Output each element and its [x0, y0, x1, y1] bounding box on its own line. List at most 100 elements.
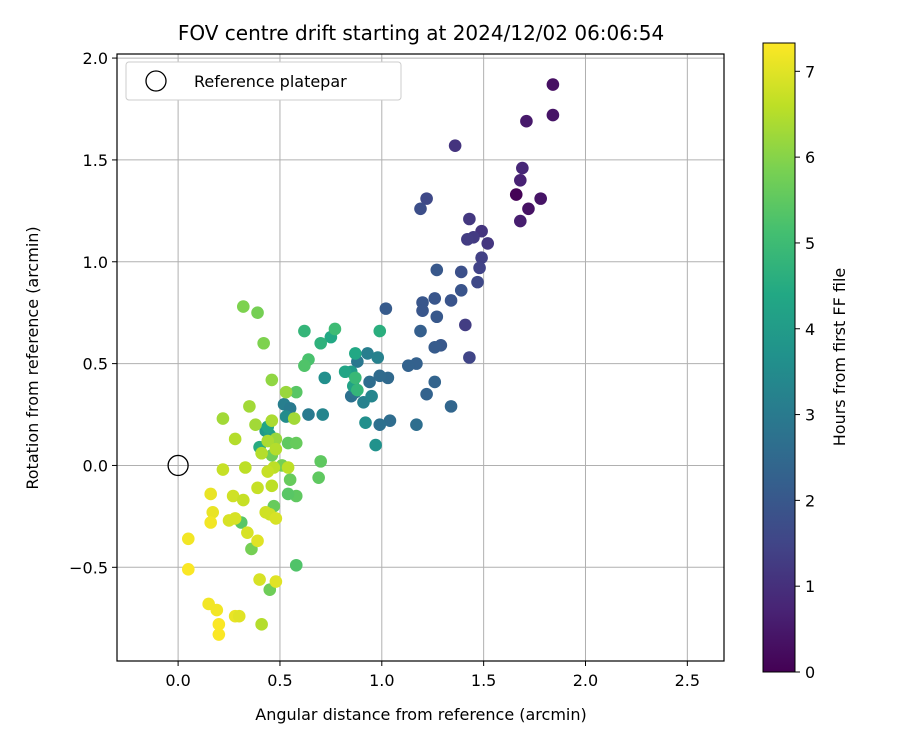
legend-reference-marker — [145, 70, 167, 92]
data-point — [236, 493, 250, 507]
data-point — [414, 324, 427, 338]
data-point — [349, 347, 362, 360]
y-axis-label: Rotation from reference (arcmin) — [23, 226, 42, 489]
data-point — [181, 532, 195, 546]
data-point — [365, 389, 378, 403]
x-tick-label: 1.0 — [369, 671, 394, 690]
data-point — [279, 385, 293, 399]
y-tick-label: 0.0 — [83, 456, 108, 475]
y-tick-label: 1.5 — [83, 151, 108, 170]
colorbar-ticks: 0 1 2 3 4 5 6 7 — [795, 62, 815, 682]
data-point — [349, 371, 362, 385]
y-tick-label: 2.0 — [83, 49, 108, 68]
data-point — [428, 341, 442, 354]
plot-area — [117, 54, 724, 661]
data-point — [369, 438, 382, 452]
data-point — [416, 304, 429, 317]
data-point — [302, 408, 315, 421]
data-point — [251, 306, 264, 319]
colorbar-tick-label: 6 — [805, 148, 815, 167]
data-point — [210, 603, 224, 617]
data-point — [373, 369, 387, 383]
data-point — [444, 294, 458, 307]
data-point — [249, 418, 262, 432]
data-point — [514, 214, 527, 228]
data-point — [289, 436, 303, 450]
data-point — [420, 192, 433, 205]
colorbar-tick-label: 2 — [805, 491, 815, 510]
data-point — [216, 412, 230, 425]
data-point — [261, 465, 275, 478]
data-point — [287, 412, 301, 425]
data-point — [251, 481, 264, 495]
data-point — [236, 300, 250, 313]
data-point — [228, 432, 242, 446]
data-point — [371, 351, 385, 364]
data-point — [328, 322, 342, 336]
chart-title: FOV centre drift starting at 2024/12/02 … — [178, 21, 664, 45]
data-points — [181, 78, 560, 641]
data-point — [314, 336, 327, 350]
data-point — [514, 173, 527, 187]
data-point — [373, 418, 387, 432]
data-point — [265, 373, 279, 387]
data-point — [534, 192, 547, 205]
data-point — [361, 347, 374, 360]
data-point — [410, 418, 423, 432]
data-point — [181, 563, 195, 576]
data-point — [373, 324, 387, 338]
data-point — [257, 336, 270, 350]
data-point — [351, 383, 364, 397]
data-point — [269, 575, 283, 588]
colorbar-label: Hours from first FF file — [830, 268, 849, 447]
data-point — [461, 233, 474, 246]
data-point — [289, 385, 303, 399]
data-point — [454, 265, 468, 279]
data-point — [520, 114, 533, 128]
y-tick-label: 1.0 — [83, 253, 108, 272]
data-point — [428, 375, 442, 389]
data-point — [401, 359, 415, 372]
colorbar-gradient — [762, 42, 796, 673]
data-point — [269, 512, 283, 525]
data-point — [363, 375, 376, 389]
data-point — [459, 318, 472, 332]
data-point — [216, 463, 230, 476]
legend-box — [125, 61, 402, 101]
data-point — [379, 302, 393, 315]
data-point — [241, 526, 254, 539]
data-point — [546, 78, 560, 91]
data-point — [383, 414, 397, 427]
data-point — [204, 487, 217, 501]
data-point — [212, 618, 226, 631]
data-point — [212, 628, 226, 641]
data-point — [265, 479, 279, 493]
data-point — [463, 212, 476, 226]
data-point — [430, 263, 444, 277]
data-point — [206, 506, 220, 519]
data-point — [204, 516, 217, 529]
legend: Reference platepar — [125, 61, 402, 101]
data-point — [473, 261, 486, 275]
legend-label: Reference platepar — [194, 72, 347, 91]
data-point — [298, 324, 311, 338]
y-axis-ticks: −0.5 0.0 0.5 1.0 1.5 2.0 — [69, 49, 117, 577]
data-point — [316, 408, 330, 421]
data-point — [253, 573, 266, 586]
reference-layer — [167, 454, 189, 477]
data-point — [251, 534, 264, 548]
data-point — [243, 400, 256, 413]
data-point — [475, 251, 488, 264]
x-tick-label: 2.5 — [675, 671, 700, 690]
data-point — [546, 108, 560, 122]
data-point — [471, 275, 484, 289]
colorbar-tick-label: 7 — [805, 62, 815, 81]
y-tick-label: −0.5 — [69, 558, 108, 577]
y-tick-label: 0.5 — [83, 355, 108, 374]
x-tick-label: 0.5 — [267, 671, 292, 690]
data-point — [289, 558, 303, 572]
data-point — [516, 161, 529, 175]
colorbar-tick-label: 0 — [805, 663, 815, 682]
colorbar-tick-label: 3 — [805, 406, 815, 425]
x-tick-label: 2.0 — [573, 671, 598, 690]
